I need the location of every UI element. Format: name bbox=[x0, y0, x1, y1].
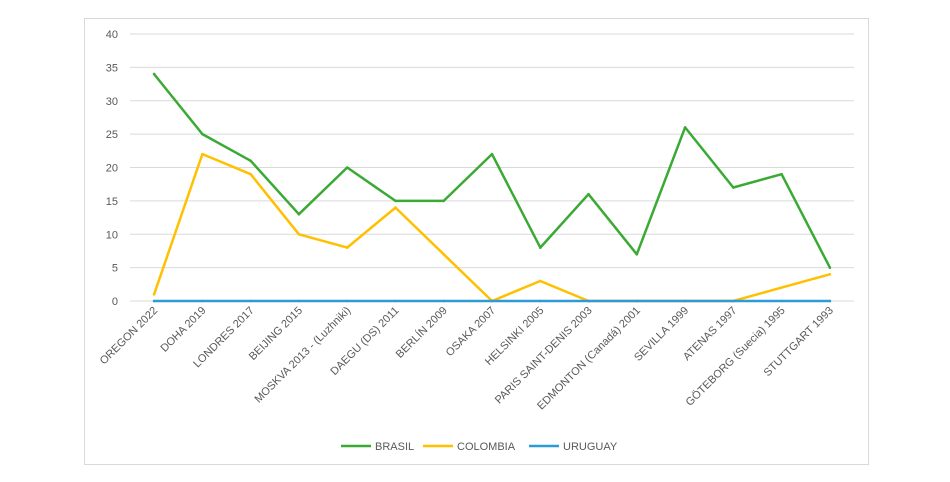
legend: BRASIL COLOMBIA URUGUAY bbox=[341, 441, 618, 453]
data-point-uruguay bbox=[345, 299, 349, 303]
data-point-brasil bbox=[152, 72, 156, 76]
data-point-colombia bbox=[828, 273, 832, 276]
chart-area: 0 5 10 15 20 25 30 35 40 OREGON 2022 DOHA 2019 LON… bbox=[84, 18, 869, 465]
x-tick-label: BERLÍN 2009 bbox=[393, 304, 450, 361]
data-point-colombia bbox=[442, 252, 446, 256]
series-lines bbox=[152, 72, 832, 303]
data-point-uruguay bbox=[635, 299, 639, 303]
x-tick-label: OSAKA 2007 bbox=[444, 305, 498, 359]
legend-label: URUGUAY bbox=[563, 441, 618, 453]
data-point-brasil bbox=[201, 132, 204, 136]
data-point-colombia bbox=[394, 206, 397, 209]
data-point-brasil bbox=[490, 152, 494, 156]
data-point-brasil bbox=[538, 246, 542, 249]
data-point-brasil bbox=[345, 166, 349, 169]
data-point-colombia bbox=[201, 152, 204, 156]
series-line-brasil bbox=[152, 72, 832, 269]
y-tick-label: 20 bbox=[106, 163, 118, 175]
data-point-uruguay bbox=[297, 299, 301, 303]
data-point-uruguay bbox=[732, 299, 735, 303]
data-point-brasil bbox=[394, 199, 397, 203]
data-point-uruguay bbox=[152, 299, 156, 303]
y-axis-ticks: 0 5 10 15 20 25 30 35 40 bbox=[106, 29, 118, 308]
y-tick-label: 5 bbox=[112, 263, 118, 275]
series-line-colombia bbox=[152, 152, 832, 303]
data-point-colombia bbox=[297, 232, 301, 236]
data-point-uruguay bbox=[201, 299, 204, 303]
data-point-colombia bbox=[780, 286, 783, 289]
x-tick-label: GÖTEBORG (Suecia) 1995 bbox=[684, 305, 788, 409]
data-point-brasil bbox=[587, 192, 590, 196]
x-tick-label: EDMONTON (Canadá) 2001 bbox=[535, 305, 643, 413]
data-point-brasil bbox=[732, 186, 735, 189]
data-point-brasil bbox=[442, 199, 446, 203]
x-tick-label: MOSKVA 2013 - (Luzhniki) bbox=[252, 305, 353, 406]
y-tick-label: 10 bbox=[106, 229, 118, 241]
y-tick-label: 30 bbox=[106, 96, 118, 108]
data-point-brasil bbox=[249, 159, 252, 163]
data-point-uruguay bbox=[587, 299, 590, 303]
data-point-uruguay bbox=[249, 299, 252, 303]
data-point-uruguay bbox=[394, 299, 397, 303]
data-point-uruguay bbox=[442, 299, 446, 303]
data-point-colombia bbox=[538, 279, 542, 283]
y-tick-label: 35 bbox=[106, 62, 118, 74]
x-tick-label: OREGON 2022 bbox=[98, 305, 161, 368]
legend-label: BRASIL bbox=[375, 441, 414, 453]
data-point-colombia bbox=[249, 172, 252, 176]
data-point-uruguay bbox=[828, 299, 832, 303]
x-tick-label: DOHA 2019 bbox=[159, 305, 209, 355]
x-tick-label: PARIS SAINT-DENIS 2003 bbox=[493, 305, 595, 407]
data-point-uruguay bbox=[780, 299, 783, 303]
data-point-uruguay bbox=[490, 299, 494, 303]
data-point-colombia bbox=[152, 293, 156, 296]
y-tick-label: 40 bbox=[106, 29, 118, 41]
data-point-uruguay bbox=[538, 299, 542, 303]
y-tick-label: 0 bbox=[112, 296, 118, 308]
data-point-brasil bbox=[828, 266, 832, 269]
data-point-uruguay bbox=[683, 299, 687, 303]
data-point-colombia bbox=[345, 246, 349, 249]
y-tick-label: 25 bbox=[106, 129, 118, 141]
data-point-brasil bbox=[780, 172, 783, 176]
data-point-brasil bbox=[635, 252, 639, 256]
data-point-brasil bbox=[297, 212, 301, 216]
y-tick-label: 15 bbox=[106, 196, 118, 208]
legend-label: COLOMBIA bbox=[457, 441, 516, 453]
data-point-brasil bbox=[683, 126, 687, 129]
gridlines bbox=[130, 33, 854, 302]
